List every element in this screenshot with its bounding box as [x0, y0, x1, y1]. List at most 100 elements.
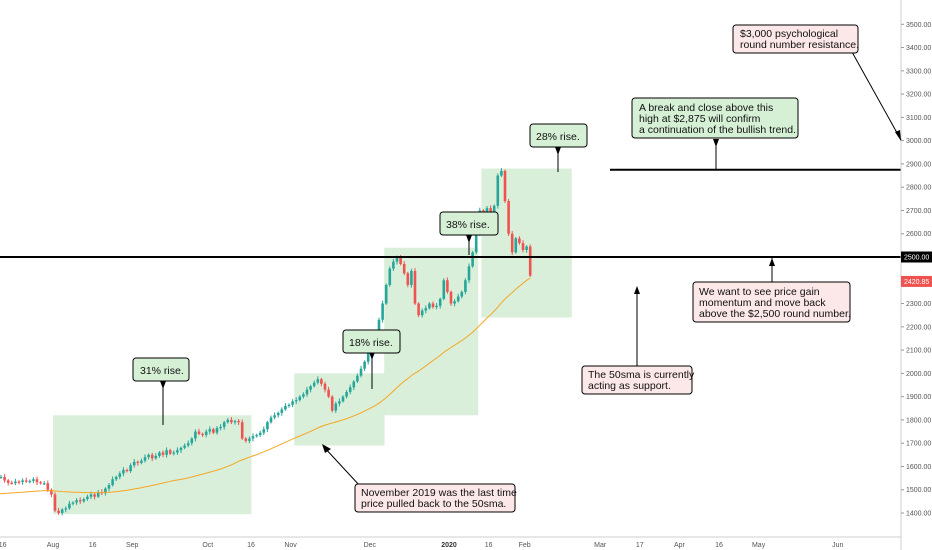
candle-body	[24, 480, 28, 482]
candle-body	[424, 308, 428, 311]
time-tick-label: May	[752, 542, 766, 549]
breakout-text-1: A break and close above this	[639, 102, 773, 114]
callout-breakout: A break and close above this high at $2,…	[631, 97, 799, 169]
candle-body	[222, 422, 226, 427]
momentum-text-2: momentum and move back	[699, 297, 826, 309]
price-tick-label: 2900.00	[906, 161, 931, 168]
price-tick-label: 2800.00	[906, 185, 931, 192]
candle-body	[60, 509, 64, 513]
candle-body	[14, 481, 17, 484]
time-tick-label: Jun	[832, 542, 843, 549]
candle-body	[528, 246, 532, 276]
support-text-1: The 50sma is currently	[588, 369, 695, 381]
candle-body	[208, 429, 212, 432]
candle-body	[39, 482, 42, 484]
time-tick-label: 16	[247, 542, 255, 549]
candle-body	[237, 421, 240, 423]
time-tick-label: Sep	[126, 542, 139, 549]
price-tick-label: 2200.00	[906, 324, 931, 331]
candle-body	[356, 375, 359, 382]
time-tick-label: Oct	[202, 542, 213, 549]
candle-body	[78, 500, 82, 502]
candle-body	[291, 401, 294, 405]
candle-body	[384, 284, 388, 304]
callout-momentum: We want to see price gain momentum and m…	[692, 258, 851, 323]
candle-body	[233, 421, 237, 423]
callout-31-rise: 31% rise.	[132, 357, 190, 425]
candle-body	[194, 431, 197, 439]
candle-body	[75, 500, 78, 503]
candle-body	[338, 401, 341, 404]
candle-body	[266, 422, 269, 430]
candle-body	[431, 303, 435, 308]
time-axis[interactable]: 16 Aug 16 Sep Oct 16 Nov Dec 2020 16 Feb Mar 17 Apr 16…	[0, 542, 844, 549]
candle-body	[93, 494, 96, 497]
candle-body	[294, 400, 298, 402]
time-tick-label: 16	[0, 542, 7, 549]
candle-body	[262, 429, 266, 433]
candle-body	[46, 483, 50, 490]
candle-body	[107, 485, 111, 489]
price-tick-label: 3000.00	[906, 138, 931, 145]
candle-body	[179, 447, 183, 451]
candle-body	[402, 263, 406, 274]
candle-body	[57, 510, 60, 513]
candle-body	[456, 296, 460, 302]
candle-body	[410, 270, 413, 285]
candle-body	[345, 391, 348, 397]
candle-body	[496, 175, 500, 206]
candle-body	[165, 450, 168, 455]
candle-body	[215, 428, 219, 433]
breakout-text-2: high at $2,875 will confirm	[639, 113, 761, 125]
candle-body	[363, 361, 366, 369]
breakout-text-3: a continuation of the bullish trend.	[639, 124, 796, 136]
candle-body	[273, 415, 276, 418]
price-tick-label: 1800.00	[906, 417, 931, 424]
candle-body	[86, 496, 89, 500]
callout-18-text: 18% rise.	[349, 337, 393, 349]
candle-body	[50, 489, 53, 495]
candle-body	[474, 233, 478, 253]
candle-body	[334, 403, 338, 411]
support-text-2: acting as support.	[588, 380, 671, 392]
candle-body	[161, 452, 165, 455]
candle-body	[485, 208, 489, 213]
price-axis[interactable]: 1400.00 1500.00 1600.00 1700.00 1800.00 1900.…	[901, 22, 931, 518]
sma-line	[0, 277, 531, 495]
candle-body	[64, 508, 68, 510]
price-tick-label: 3100.00	[906, 115, 931, 122]
callout-november: November 2019 was the last time price pu…	[322, 444, 517, 513]
candle-body	[395, 257, 399, 262]
rise-box-4	[481, 168, 572, 318]
price-tick-label: 3300.00	[906, 68, 931, 75]
candle-body	[302, 394, 305, 397]
candle-body	[518, 238, 521, 244]
candle-body	[287, 404, 291, 406]
candle-body	[10, 482, 14, 484]
candle-body	[251, 436, 255, 439]
candle-body	[460, 291, 464, 297]
time-tick-label: Mar	[594, 542, 607, 549]
candle-body	[471, 252, 474, 267]
momentum-text-3: above the $2,500 round number.	[699, 308, 851, 320]
candle-body	[190, 438, 194, 444]
candle-body	[309, 386, 312, 390]
candle-body	[183, 445, 186, 448]
candle-body	[377, 319, 381, 334]
price-tick-label: 2600.00	[906, 231, 931, 238]
candle-body	[399, 257, 402, 264]
candle-body	[525, 246, 528, 251]
november-text-2: price pulled back to the 50sma.	[361, 498, 506, 510]
candle-body	[28, 480, 32, 483]
candle-body	[446, 280, 449, 292]
candle-body	[323, 383, 327, 390]
candle-body	[312, 382, 316, 387]
time-tick-label: Dec	[364, 542, 377, 549]
callout-18-rise: 18% rise.	[342, 329, 401, 389]
candle-body	[435, 305, 438, 308]
candle-body	[316, 379, 320, 383]
candle-body	[136, 461, 140, 463]
candle-body	[176, 450, 179, 453]
candle-body	[129, 465, 132, 472]
